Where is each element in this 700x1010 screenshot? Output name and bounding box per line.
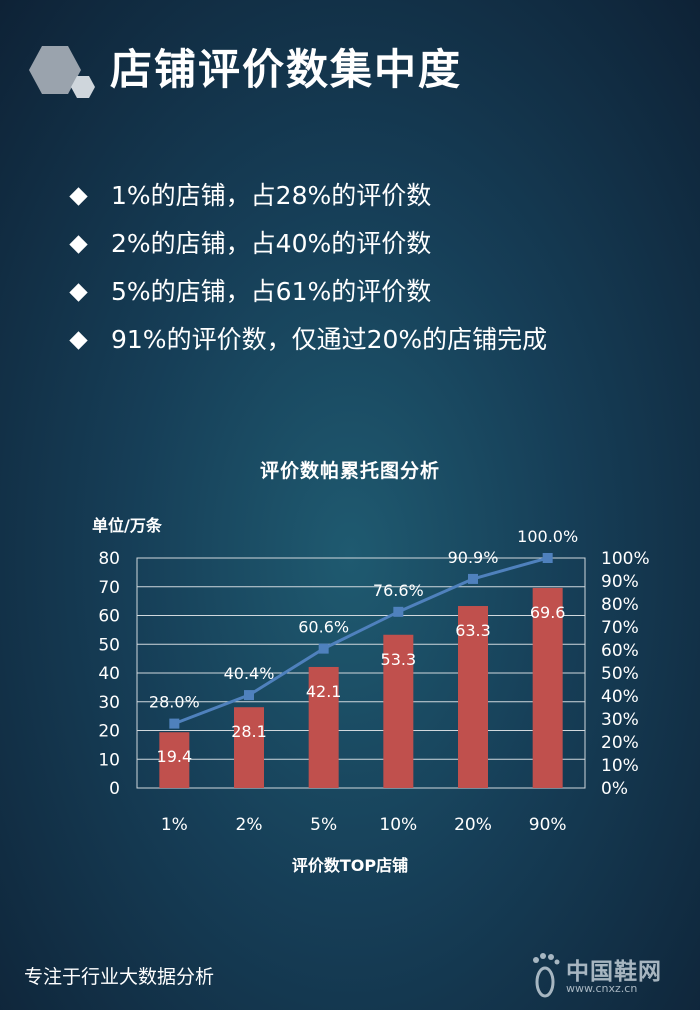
y2-tick-label: 20% xyxy=(601,733,639,753)
y-tick-label: 10 xyxy=(98,750,120,770)
bullet-item: 91%的评价数，仅通过20%的店铺完成 xyxy=(68,316,547,364)
bullet-text: 2%的店铺，占40%的评价数 xyxy=(111,229,432,258)
y2-tick-label: 100% xyxy=(601,549,650,569)
watermark-url: www.cnxz.cn xyxy=(566,982,638,995)
chart-title: 评价数帕累托图分析 xyxy=(259,460,440,482)
y-tick-label: 0 xyxy=(109,779,120,799)
y2-tick-label: 60% xyxy=(601,641,639,661)
watermark-name: 中国鞋网 xyxy=(566,959,662,985)
line-point xyxy=(542,553,553,563)
bar xyxy=(159,732,190,788)
y2-tick-label: 0% xyxy=(601,779,628,799)
y-tick-label: 40 xyxy=(98,664,120,684)
line-point xyxy=(468,573,478,584)
line-data-label: 90.9% xyxy=(448,548,499,567)
x-tick-label: 1% xyxy=(161,815,188,835)
x-tick-label: 10% xyxy=(379,815,417,835)
y-tick-label: 80 xyxy=(98,549,120,569)
y-tick-label: 70 xyxy=(98,578,120,598)
x-tick-label: 20% xyxy=(454,815,492,835)
x-axis-title: 评价数TOP店铺 xyxy=(291,856,409,875)
bar-data-label: 19.4 xyxy=(157,747,193,766)
line-data-label: 28.0% xyxy=(149,693,200,712)
bullet-item: 5%的店铺，占61%的评价数 xyxy=(68,268,547,316)
bar-data-label: 69.6 xyxy=(530,603,566,622)
y2-tick-label: 10% xyxy=(601,756,639,776)
y-tick-label: 50 xyxy=(98,635,120,655)
bullet-text: 5%的店铺，占61%的评价数 xyxy=(111,277,432,306)
bar xyxy=(532,587,563,788)
bullet-list: 1%的店铺，占28%的评价数 2%的店铺，占40%的评价数 5%的店铺，占61%… xyxy=(68,172,547,364)
line-point xyxy=(318,643,329,654)
bar-data-label: 42.1 xyxy=(306,682,342,701)
bar xyxy=(383,634,414,788)
hexagon-logo-icon xyxy=(29,46,95,98)
y-tick-label: 60 xyxy=(98,607,120,627)
footer-slogan: 专注于行业大数据分析 xyxy=(24,966,215,988)
y2-tick-label: 40% xyxy=(601,687,639,707)
y-tick-label: 20 xyxy=(98,722,120,742)
line-data-label: 100.0% xyxy=(517,527,578,546)
bar-data-label: 53.3 xyxy=(381,650,417,669)
bullet-item: 1%的店铺，占28%的评价数 xyxy=(68,172,547,220)
line-data-label: 40.4% xyxy=(224,664,275,683)
line-point xyxy=(169,718,180,729)
line-data-label: 60.6% xyxy=(298,618,349,637)
y-axis-unit-label: 单位/万条 xyxy=(92,516,162,535)
line-point xyxy=(393,606,404,617)
cumulative-line xyxy=(173,556,549,726)
line-data-label: 76.6% xyxy=(373,581,424,600)
bar-data-label: 28.1 xyxy=(231,722,267,741)
bullet-text: 1%的店铺，占28%的评价数 xyxy=(111,181,432,210)
bar xyxy=(458,606,488,788)
y-tick-label: 30 xyxy=(98,693,120,713)
footprint-logo-icon xyxy=(533,953,560,998)
bullet-item: 2%的店铺，占40%的评价数 xyxy=(68,220,547,268)
y2-tick-label: 70% xyxy=(601,618,639,638)
x-tick-label: 5% xyxy=(310,815,337,835)
bar xyxy=(308,666,339,788)
y2-tick-label: 50% xyxy=(601,664,639,684)
watermark: 中国鞋网 www.cnxz.cn xyxy=(526,950,686,1002)
y2-tick-label: 90% xyxy=(601,572,639,592)
bar xyxy=(234,707,264,788)
bar-data-label: 63.3 xyxy=(455,621,491,640)
y2-tick-label: 30% xyxy=(601,710,639,730)
bullet-text: 91%的评价数，仅通过20%的店铺完成 xyxy=(111,325,548,354)
y2-tick-label: 80% xyxy=(601,595,639,615)
page-title: 店铺评价数集中度 xyxy=(110,45,463,94)
line-point xyxy=(244,690,254,701)
x-tick-label: 2% xyxy=(236,815,263,835)
x-tick-label: 90% xyxy=(529,815,567,835)
